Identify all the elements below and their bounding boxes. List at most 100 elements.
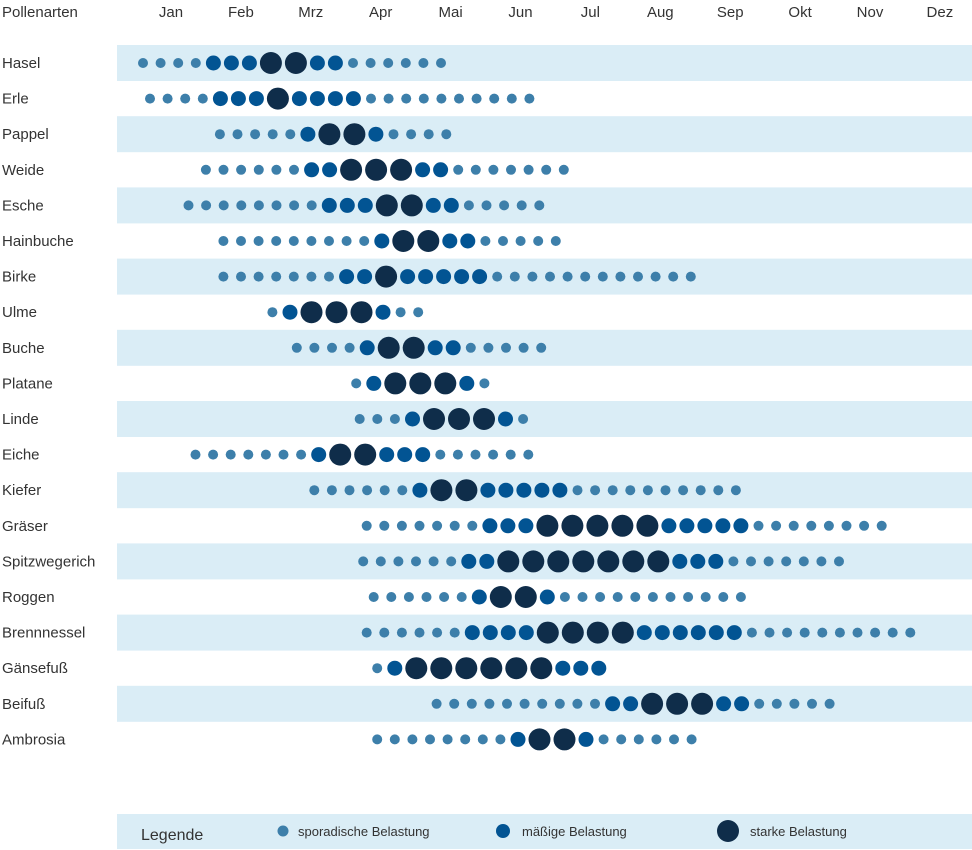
month-label-aug: Aug: [647, 4, 674, 21]
pollen-dot-sporadic: [488, 449, 499, 460]
pollen-dot-strong: [455, 479, 478, 502]
row-roggen: Roggen: [2, 586, 746, 608]
species-label: Platane: [2, 375, 53, 392]
pollen-dot-sporadic: [306, 200, 317, 211]
species-label: Weide: [2, 162, 44, 179]
pollen-dot-sporadic: [616, 734, 627, 745]
pollen-dot-sporadic: [799, 627, 810, 638]
pollen-dot-strong: [390, 158, 413, 181]
row-kiefer: Kiefer: [2, 479, 741, 502]
pollen-dot-sporadic: [558, 164, 569, 175]
pollen-dot-sporadic: [625, 485, 636, 496]
pollen-dot-sporadic: [401, 93, 412, 104]
pollen-dot-moderate: [715, 518, 731, 534]
pollen-dot-moderate: [679, 518, 695, 534]
pollen-dot-sporadic: [456, 592, 467, 602]
pollen-dot-sporadic: [452, 449, 463, 460]
pollen-dot-sporadic: [446, 556, 457, 567]
pollen-dot-sporadic: [668, 271, 679, 282]
pollen-dot-sporadic: [537, 698, 548, 709]
pollen-dot-sporadic: [180, 93, 191, 104]
pollen-dot-sporadic: [324, 236, 334, 246]
pollen-dot-sporadic: [870, 627, 881, 638]
pollen-dot-sporadic: [817, 627, 828, 638]
species-label: Hainbuche: [2, 233, 74, 250]
pollen-dot-moderate: [374, 233, 390, 249]
pollen-dot-sporadic: [686, 734, 697, 745]
pollen-dot-sporadic: [201, 200, 212, 211]
pollen-dot-moderate: [311, 447, 327, 463]
pollen-dot-sporadic: [471, 93, 482, 104]
pollen-dot-sporadic: [354, 414, 365, 424]
pollen-dot-sporadic: [536, 342, 547, 353]
pollen-dot-moderate: [510, 731, 526, 747]
pollen-dot-sporadic: [344, 342, 355, 353]
pollen-dot-sporadic: [492, 271, 503, 282]
pollen-dot-moderate: [205, 55, 221, 71]
pollen-dot-strong: [318, 123, 341, 146]
pollen-dot-sporadic: [236, 164, 247, 175]
species-rows: Hasel Erle Pappel Weide Esche Hainbuche Birke U…: [2, 52, 916, 751]
pollen-dot-sporadic: [598, 734, 609, 745]
pollen-dot-sporadic: [816, 556, 827, 567]
pollen-dot-sporadic: [432, 627, 443, 638]
pollen-dot-sporadic: [218, 271, 229, 282]
species-label: Brennnessel: [2, 625, 85, 642]
pollen-dot-strong: [622, 550, 645, 573]
pollen-dot-sporadic: [232, 129, 243, 140]
pollen-dot-moderate: [415, 447, 431, 463]
pollen-dot-sporadic: [789, 698, 800, 709]
pollen-dot-sporadic: [718, 592, 729, 602]
pollen-dot-sporadic: [138, 58, 148, 68]
legend-background: [117, 814, 972, 849]
pollen-dot-moderate: [472, 269, 488, 285]
pollen-dot-sporadic: [852, 627, 863, 638]
pollen-dot-sporadic: [309, 485, 320, 496]
pollen-dot-sporadic: [460, 734, 471, 745]
pollen-dot-sporadic: [595, 592, 606, 602]
pollen-dot-sporadic: [523, 164, 534, 175]
pollen-dot-sporadic: [735, 592, 746, 602]
month-label-jan: Jan: [159, 4, 183, 21]
legend-dot-strong: [717, 820, 739, 842]
pollen-dot-sporadic: [218, 236, 229, 246]
pollen-dot-strong: [377, 336, 400, 359]
pollen-dot-strong: [430, 479, 453, 502]
pollen-dot-sporadic: [453, 164, 464, 175]
pollen-dot-sporadic: [442, 734, 453, 745]
pollen-dot-sporadic: [554, 698, 565, 709]
pollen-dot-sporadic: [669, 734, 679, 745]
pollen-dot-moderate: [327, 91, 343, 107]
pollen-dot-sporadic: [572, 485, 583, 496]
pollen-dot-moderate: [726, 625, 742, 641]
pollen-dot-sporadic: [145, 93, 155, 104]
pollen-dot-sporadic: [580, 271, 591, 282]
pollen-dot-sporadic: [379, 485, 390, 496]
pollen-dot-strong: [340, 158, 363, 181]
pollen-dot-strong: [561, 514, 584, 537]
pollen-dot-moderate: [605, 696, 621, 712]
pollen-dot-sporadic: [396, 627, 407, 638]
pollen-dot-sporadic: [541, 164, 552, 175]
pollen-dot-sporadic: [155, 58, 166, 68]
pollen-dot-sporadic: [533, 236, 544, 246]
pollen-dot-strong: [434, 372, 457, 395]
pollen-dot-sporadic: [807, 698, 817, 709]
row-bands: [117, 45, 972, 722]
species-label: Linde: [2, 411, 39, 428]
pollen-dot-sporadic: [545, 271, 555, 282]
pollen-dot-sporadic: [454, 93, 464, 104]
pollen-dot-sporadic: [524, 93, 535, 104]
pollen-dot-sporadic: [418, 58, 429, 68]
month-label-jun: Jun: [508, 4, 532, 21]
pollen-dot-strong: [329, 443, 352, 466]
pollen-dot-sporadic: [527, 271, 538, 282]
pollen-dot-moderate: [591, 660, 607, 676]
row-spitzwegerich: Spitzwegerich: [2, 550, 844, 573]
pollen-dot-moderate: [480, 482, 496, 498]
pollen-dot-moderate: [697, 518, 713, 534]
pollen-dot-moderate: [357, 197, 373, 213]
pollen-dot-strong: [572, 550, 595, 573]
pollen-dot-sporadic: [271, 236, 282, 246]
